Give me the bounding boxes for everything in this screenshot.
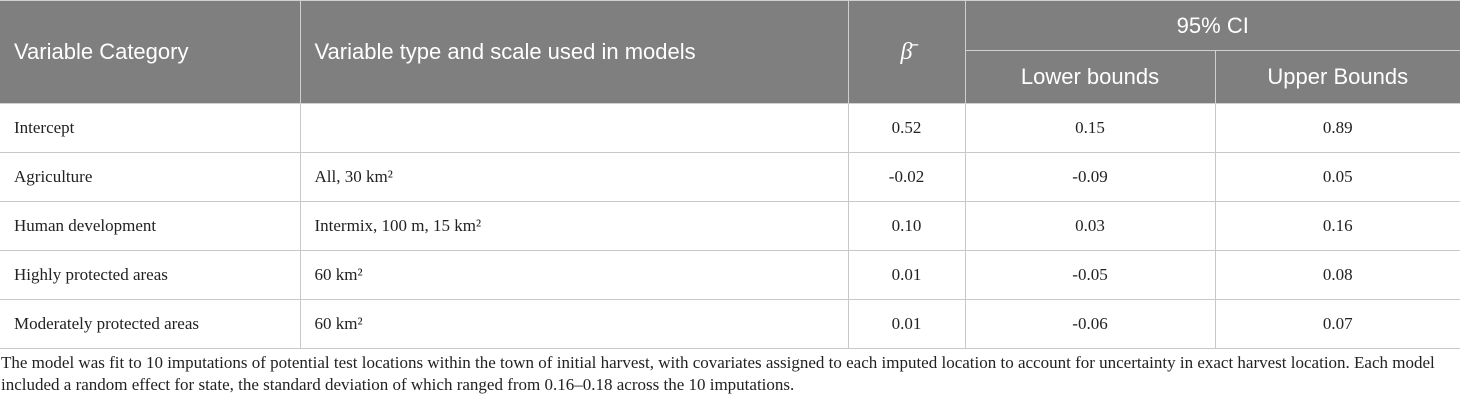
table-row: Intercept 0.52 0.15 0.89: [0, 103, 1460, 153]
column-header: Variable Category: [0, 0, 301, 104]
table-cell: Highly protected areas: [0, 250, 301, 300]
table-row: Moderately protected areas 60 km² 0.01 -0.0…: [0, 299, 1460, 349]
column-header: Upper Bounds: [1214, 50, 1460, 104]
table-cell: 0.89: [1214, 103, 1460, 153]
column-header: Variable type and scale used in models: [299, 0, 849, 104]
table-cell: 60 km²: [299, 299, 849, 349]
table-cell: 0.01: [847, 299, 966, 349]
table-row: Human development Intermix, 100 m, 15 km²…: [0, 201, 1460, 251]
table-cell: 60 km²: [299, 250, 849, 300]
group-header: 95% CI: [964, 0, 1460, 51]
table-cell: 0.52: [847, 103, 966, 153]
table-cell: Intermix, 100 m, 15 km²: [299, 201, 849, 251]
table-cell: All, 30 km²: [299, 152, 849, 202]
table-cell: -0.02: [847, 152, 966, 202]
table-cell: 0.08: [1214, 250, 1460, 300]
table-cell: -0.05: [964, 250, 1216, 300]
table-body: Intercept 0.52 0.15 0.89 Agriculture All, 30 …: [0, 103, 1460, 349]
table-cell: 0.01: [847, 250, 966, 300]
table-cell: Moderately protected areas: [0, 299, 301, 349]
table-cell: 0.10: [847, 201, 966, 251]
table-cell: 0.05: [1214, 152, 1460, 202]
column-header: Lower bounds: [965, 50, 1216, 104]
table-row: Agriculture All, 30 km² -0.02 -0.09 0.05: [0, 152, 1460, 202]
table-cell: [299, 103, 849, 153]
table-cell: 0.15: [964, 103, 1216, 153]
table-cell: Agriculture: [0, 152, 301, 202]
table-row: Highly protected areas 60 km² 0.01 -0.05 0.0…: [0, 250, 1460, 300]
table-cell: Human development: [0, 201, 301, 251]
table-cell: Intercept: [0, 103, 301, 153]
table-cell: -0.06: [964, 299, 1216, 349]
table-cell: 0.03: [964, 201, 1216, 251]
data-table: Variable Category Variable type and scal…: [0, 0, 1460, 349]
column-header: β̄: [847, 0, 966, 104]
table-cell: -0.09: [964, 152, 1216, 202]
table-cell: 0.07: [1214, 299, 1460, 349]
footnote: The model was fit to 10 imputations of p…: [1, 353, 1435, 394]
table-cell: 0.16: [1214, 201, 1460, 251]
